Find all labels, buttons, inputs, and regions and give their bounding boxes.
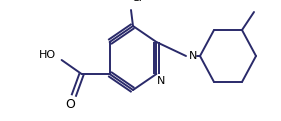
Text: HO: HO: [39, 50, 56, 60]
Text: Cl: Cl: [132, 0, 142, 3]
Text: N: N: [189, 51, 197, 61]
Text: O: O: [66, 98, 76, 111]
Text: N: N: [157, 76, 166, 86]
